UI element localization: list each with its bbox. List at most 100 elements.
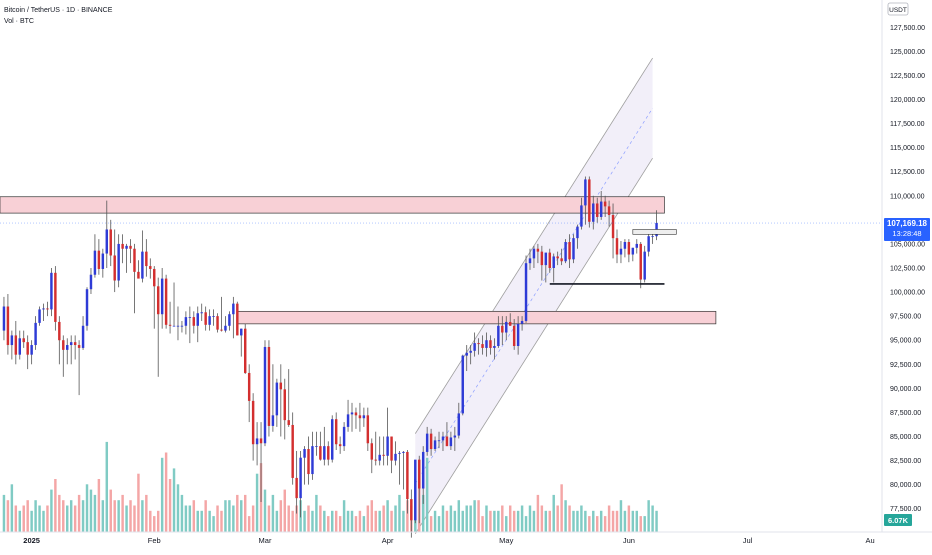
candle[interactable] [489, 335, 492, 355]
candle[interactable] [453, 426, 457, 451]
candle[interactable] [50, 268, 53, 317]
candle[interactable] [374, 431, 377, 466]
candle[interactable] [26, 335, 29, 370]
candle[interactable] [10, 330, 14, 360]
candle[interactable] [441, 431, 445, 451]
candle[interactable] [501, 316, 504, 346]
candle[interactable] [153, 266, 156, 329]
candle[interactable] [279, 364, 283, 437]
candle[interactable] [101, 248, 105, 278]
candle[interactable] [271, 364, 275, 432]
candle[interactable] [113, 229, 116, 293]
candle[interactable] [485, 332, 488, 357]
candle[interactable] [129, 239, 132, 264]
candle[interactable] [560, 248, 563, 266]
candle[interactable] [251, 393, 255, 461]
candle[interactable] [184, 311, 188, 335]
candle[interactable] [97, 239, 101, 275]
candle[interactable] [524, 255, 528, 323]
candle[interactable] [287, 369, 290, 427]
candle[interactable] [85, 287, 89, 331]
candle[interactable] [303, 446, 306, 485]
candle[interactable] [615, 229, 619, 264]
candle[interactable] [121, 234, 124, 264]
candle[interactable] [66, 338, 69, 365]
candle[interactable] [204, 306, 207, 331]
candle[interactable] [532, 245, 536, 268]
candle[interactable] [354, 407, 358, 429]
candle[interactable] [421, 446, 425, 504]
candle[interactable] [224, 316, 227, 333]
candle[interactable] [22, 330, 25, 348]
candle[interactable] [62, 335, 65, 377]
candle[interactable] [168, 301, 172, 334]
candle[interactable] [46, 301, 49, 317]
candle[interactable] [378, 436, 381, 466]
candle[interactable] [69, 335, 73, 365]
candle[interactable] [366, 407, 370, 451]
candle[interactable] [125, 243, 128, 273]
candle[interactable] [109, 219, 112, 267]
candle[interactable] [410, 489, 413, 538]
candle[interactable] [635, 239, 639, 254]
candle[interactable] [390, 436, 393, 474]
candle[interactable] [188, 306, 192, 344]
candle[interactable] [544, 252, 548, 283]
candle[interactable] [508, 313, 512, 326]
candle[interactable] [137, 260, 140, 279]
support-zone[interactable] [236, 310, 717, 325]
candle[interactable] [592, 195, 595, 230]
candle[interactable] [295, 450, 298, 514]
candle[interactable] [402, 450, 405, 490]
candle[interactable] [200, 303, 203, 321]
candle[interactable] [133, 243, 136, 314]
candle[interactable] [429, 428, 433, 456]
candle[interactable] [346, 399, 350, 432]
currency-box[interactable] [887, 2, 909, 16]
candle[interactable] [331, 415, 334, 463]
candle[interactable] [477, 338, 480, 355]
candlestick-series[interactable] [2, 176, 658, 538]
current-price-badge[interactable]: 107,169.18 13:28:48 [884, 218, 930, 242]
candle[interactable] [406, 450, 409, 514]
candle[interactable] [425, 426, 429, 456]
price-box[interactable] [632, 229, 677, 235]
candle[interactable] [394, 441, 397, 466]
candle[interactable] [607, 200, 611, 227]
time-axis[interactable]: 2025 Feb Mar Apr May Jun Jul Au [23, 536, 874, 545]
candle[interactable] [291, 412, 294, 485]
candle[interactable] [58, 316, 61, 365]
candle[interactable] [516, 316, 520, 355]
candle[interactable] [30, 340, 33, 365]
candle[interactable] [54, 266, 57, 331]
candle[interactable] [623, 239, 627, 258]
candle[interactable] [457, 402, 461, 439]
candle[interactable] [240, 328, 243, 357]
candle[interactable] [338, 436, 342, 454]
candle[interactable] [141, 230, 144, 283]
candle[interactable] [631, 247, 635, 262]
candle[interactable] [568, 234, 571, 268]
candle[interactable] [520, 316, 524, 331]
candle[interactable] [228, 311, 231, 331]
candle[interactable] [180, 320, 184, 333]
candle[interactable] [572, 234, 575, 264]
candle[interactable] [77, 340, 81, 396]
candle[interactable] [603, 195, 607, 217]
candle[interactable] [160, 268, 164, 329]
candle[interactable] [299, 450, 302, 518]
candle[interactable] [382, 436, 385, 466]
candle[interactable] [611, 203, 615, 259]
zones-layer[interactable] [0, 196, 717, 325]
channel-median-line[interactable] [414, 107, 653, 484]
candle[interactable] [323, 426, 326, 466]
candle[interactable] [93, 234, 97, 278]
candle[interactable] [172, 282, 176, 327]
candle[interactable] [38, 306, 41, 326]
price-axis[interactable]: 127,500.00 125,000.00 122,500.00 120,000.00… [890, 25, 925, 513]
candle[interactable] [275, 378, 279, 427]
candle[interactable] [643, 245, 646, 283]
candle[interactable] [334, 412, 338, 450]
